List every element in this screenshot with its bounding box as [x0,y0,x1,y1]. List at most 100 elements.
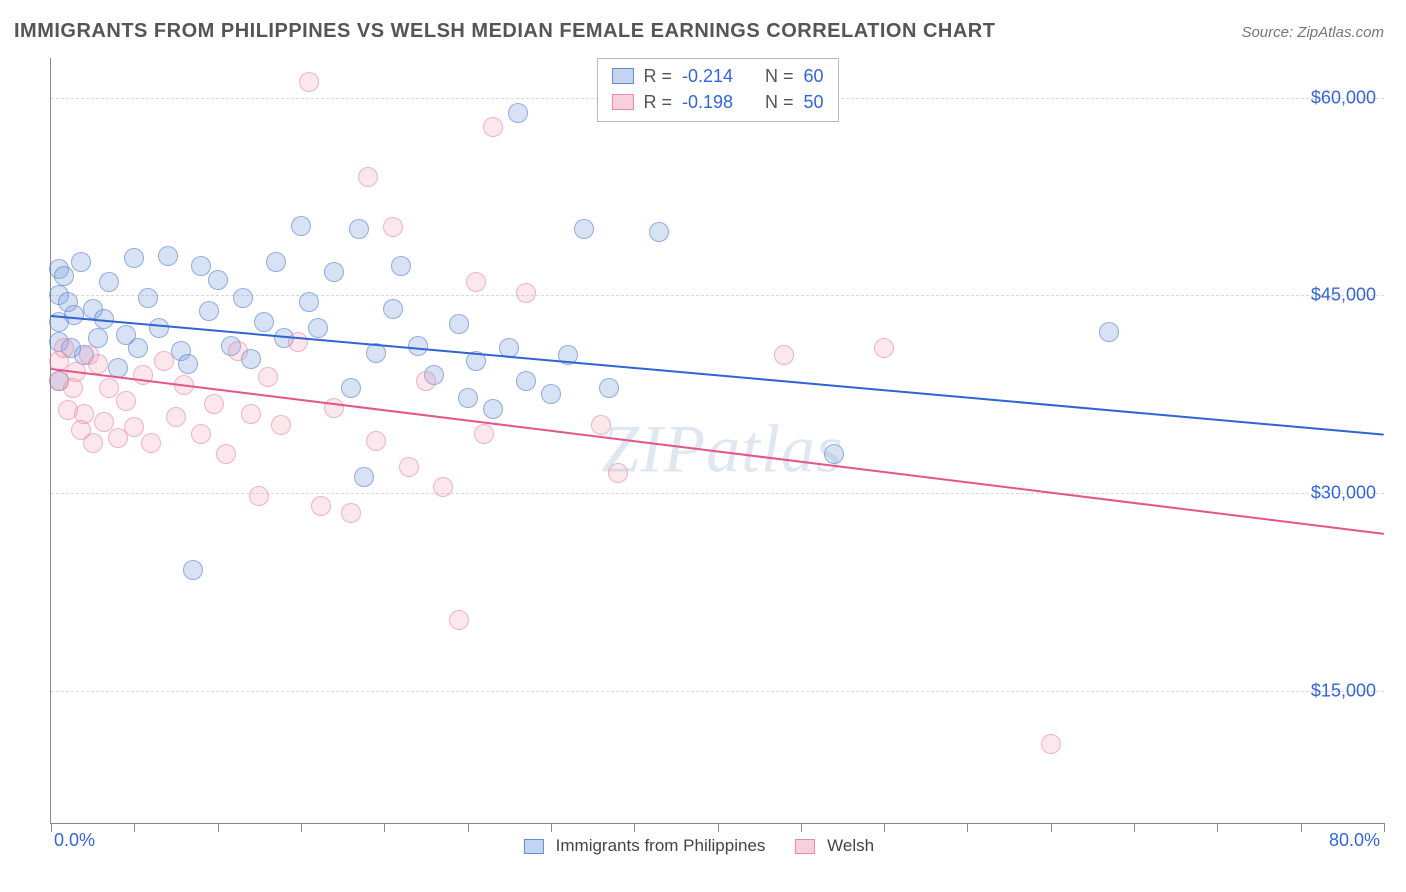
n-value-0: 60 [804,63,824,89]
correlation-legend: R = -0.214 N = 60 R = -0.198 N = 50 [596,58,838,122]
legend-row-series-1: R = -0.198 N = 50 [611,89,823,115]
y-tick-label: $30,000 [1311,483,1376,504]
scatter-point [128,338,148,358]
scatter-point [408,336,428,356]
scatter-plot-area: ZIPatlas R = -0.214 N = 60 R = -0.198 N … [50,58,1384,824]
scatter-point [341,378,361,398]
scatter-point [54,338,74,358]
scatter-point [433,477,453,497]
scatter-point [349,219,369,239]
scatter-point [83,433,103,453]
scatter-point [241,404,261,424]
scatter-point [208,270,228,290]
series-name-0: Immigrants from Philippines [556,836,766,855]
r-label: R = [643,89,672,115]
scatter-point [541,384,561,404]
scatter-point [824,444,844,464]
scatter-point [233,288,253,308]
trend-line [51,368,1384,535]
scatter-point [324,262,344,282]
scatter-point [449,610,469,630]
scatter-point [324,398,344,418]
scatter-point [158,246,178,266]
scatter-point [508,103,528,123]
series-legend: Immigrants from Philippines Welsh [524,836,874,856]
scatter-point [138,288,158,308]
scatter-point [299,72,319,92]
chart-container: Median Female Earnings ZIPatlas R = -0.2… [14,58,1384,862]
scatter-point [299,292,319,312]
scatter-point [166,407,186,427]
swatch-blue-icon [611,68,633,84]
scatter-point [124,417,144,437]
scatter-point [399,457,419,477]
scatter-point [199,301,219,321]
scatter-point [99,378,119,398]
n-value-1: 50 [804,89,824,115]
scatter-point [383,299,403,319]
scatter-point [74,404,94,424]
scatter-point [591,415,611,435]
gridline [51,691,1384,692]
x-min-label: 0.0% [54,830,95,851]
scatter-point [54,266,74,286]
scatter-point [516,371,536,391]
watermark-text: ZIPatlas [601,409,843,488]
scatter-point [99,272,119,292]
scatter-point [599,378,619,398]
scatter-point [774,345,794,365]
scatter-point [271,415,291,435]
scatter-point [154,351,174,371]
scatter-point [608,463,628,483]
scatter-point [71,252,91,272]
r-label: R = [643,63,672,89]
scatter-point [116,391,136,411]
r-value-0: -0.214 [682,63,733,89]
scatter-point [358,167,378,187]
r-value-1: -0.198 [682,89,733,115]
scatter-point [64,305,84,325]
scatter-point [308,318,328,338]
scatter-point [249,486,269,506]
scatter-point [449,314,469,334]
scatter-point [466,272,486,292]
scatter-point [191,256,211,276]
scatter-point [149,318,169,338]
scatter-point [516,283,536,303]
scatter-point [88,354,108,374]
swatch-pink-icon [611,94,633,110]
scatter-point [1099,322,1119,342]
scatter-point [178,354,198,374]
legend-item-0: Immigrants from Philippines [524,836,765,856]
legend-row-series-0: R = -0.214 N = 60 [611,63,823,89]
source-label: Source: ZipAtlas.com [1241,24,1384,41]
scatter-point [416,371,436,391]
scatter-point [258,367,278,387]
x-max-label: 80.0% [1329,830,1380,851]
scatter-point [354,467,374,487]
scatter-point [191,424,211,444]
scatter-point [391,256,411,276]
y-tick-label: $45,000 [1311,285,1376,306]
series-name-1: Welsh [827,836,874,855]
y-tick-label: $15,000 [1311,681,1376,702]
scatter-point [124,248,144,268]
swatch-pink-icon [795,839,815,854]
scatter-point [1041,734,1061,754]
scatter-point [483,117,503,137]
scatter-point [574,219,594,239]
scatter-point [383,217,403,237]
scatter-point [291,216,311,236]
swatch-blue-icon [524,839,544,854]
n-label: N = [765,89,794,115]
y-tick-label: $60,000 [1311,87,1376,108]
legend-item-1: Welsh [795,836,874,856]
scatter-point [311,496,331,516]
scatter-point [458,388,478,408]
scatter-point [141,433,161,453]
scatter-point [216,444,236,464]
scatter-point [649,222,669,242]
x-tick [1384,823,1385,832]
scatter-point [204,394,224,414]
scatter-point [254,312,274,332]
